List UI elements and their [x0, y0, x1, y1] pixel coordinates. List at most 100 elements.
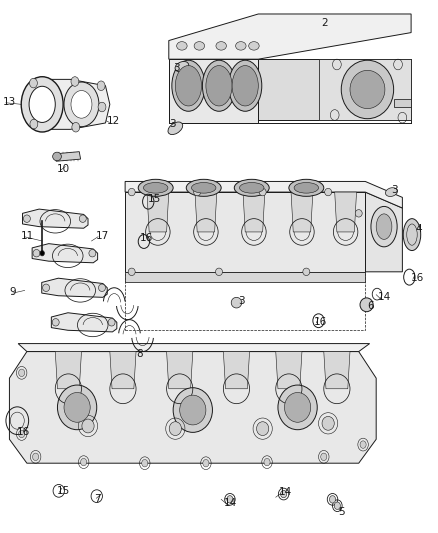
Ellipse shape [216, 42, 226, 50]
Ellipse shape [257, 422, 269, 435]
Ellipse shape [144, 182, 168, 193]
Polygon shape [166, 352, 193, 389]
Polygon shape [147, 192, 169, 232]
Ellipse shape [32, 453, 39, 461]
Ellipse shape [303, 268, 310, 276]
Ellipse shape [23, 215, 30, 222]
Ellipse shape [281, 490, 287, 498]
Ellipse shape [42, 284, 49, 292]
Ellipse shape [172, 60, 205, 111]
Ellipse shape [142, 459, 148, 467]
Bar [125, 273, 365, 330]
Polygon shape [243, 192, 265, 232]
Ellipse shape [232, 66, 258, 106]
Ellipse shape [72, 123, 80, 132]
Text: 16: 16 [140, 233, 153, 243]
Ellipse shape [108, 319, 115, 326]
Ellipse shape [33, 249, 40, 257]
Text: 7: 7 [94, 494, 100, 504]
Ellipse shape [236, 42, 246, 50]
Text: 11: 11 [21, 231, 35, 241]
Ellipse shape [128, 268, 135, 276]
Ellipse shape [177, 42, 187, 50]
Polygon shape [258, 59, 411, 120]
Text: 14: 14 [378, 292, 391, 302]
Polygon shape [276, 352, 302, 389]
Ellipse shape [278, 385, 317, 430]
Text: 13: 13 [3, 96, 16, 107]
Ellipse shape [202, 60, 236, 111]
Ellipse shape [57, 385, 97, 430]
Polygon shape [22, 209, 88, 228]
Text: 16: 16 [17, 427, 31, 438]
Polygon shape [125, 192, 365, 272]
Ellipse shape [128, 188, 135, 196]
Ellipse shape [53, 152, 61, 161]
Ellipse shape [229, 60, 262, 111]
Ellipse shape [385, 188, 398, 197]
Polygon shape [51, 313, 117, 332]
Polygon shape [319, 59, 411, 120]
Ellipse shape [203, 459, 209, 467]
Ellipse shape [329, 496, 336, 503]
Polygon shape [18, 344, 370, 352]
Ellipse shape [191, 182, 216, 193]
Text: 14: 14 [279, 487, 292, 497]
Ellipse shape [350, 70, 385, 109]
Polygon shape [169, 59, 258, 123]
Text: 5: 5 [338, 507, 345, 517]
Ellipse shape [227, 496, 233, 503]
Ellipse shape [52, 319, 59, 326]
Polygon shape [291, 192, 313, 232]
Ellipse shape [99, 284, 106, 292]
Ellipse shape [97, 81, 105, 91]
Ellipse shape [98, 102, 106, 112]
Ellipse shape [231, 297, 242, 308]
Polygon shape [10, 352, 376, 463]
Text: 15: 15 [57, 487, 70, 496]
Text: 16: 16 [411, 273, 424, 283]
Ellipse shape [89, 249, 96, 257]
Polygon shape [55, 152, 81, 161]
Polygon shape [169, 14, 411, 59]
Polygon shape [365, 192, 403, 272]
Text: 3: 3 [239, 295, 245, 305]
Ellipse shape [138, 179, 173, 196]
Polygon shape [195, 192, 217, 232]
Text: 3: 3 [392, 185, 398, 195]
Ellipse shape [81, 458, 87, 466]
Polygon shape [223, 352, 250, 389]
Ellipse shape [180, 395, 206, 425]
Text: 17: 17 [96, 231, 109, 241]
Ellipse shape [82, 419, 94, 433]
Polygon shape [125, 272, 365, 282]
Text: 14: 14 [224, 498, 237, 508]
Ellipse shape [322, 416, 334, 430]
Ellipse shape [403, 219, 421, 251]
Text: 9: 9 [10, 287, 16, 297]
Text: 12: 12 [107, 116, 120, 126]
Polygon shape [335, 192, 357, 232]
Ellipse shape [79, 215, 86, 222]
Ellipse shape [168, 122, 183, 134]
Ellipse shape [175, 61, 189, 72]
Text: 15: 15 [148, 194, 161, 204]
Polygon shape [324, 352, 350, 389]
Ellipse shape [360, 441, 366, 448]
Polygon shape [110, 352, 136, 389]
Ellipse shape [29, 86, 55, 123]
Text: 10: 10 [57, 164, 70, 174]
Ellipse shape [264, 458, 270, 466]
Ellipse shape [249, 42, 259, 50]
Ellipse shape [355, 209, 362, 217]
Polygon shape [42, 278, 107, 297]
Ellipse shape [206, 66, 232, 106]
Ellipse shape [294, 182, 318, 193]
Ellipse shape [21, 77, 63, 132]
Ellipse shape [40, 251, 44, 256]
Text: 3: 3 [169, 119, 175, 129]
Ellipse shape [371, 206, 397, 247]
Ellipse shape [321, 453, 327, 461]
Ellipse shape [407, 224, 417, 245]
Text: 6: 6 [367, 301, 374, 311]
